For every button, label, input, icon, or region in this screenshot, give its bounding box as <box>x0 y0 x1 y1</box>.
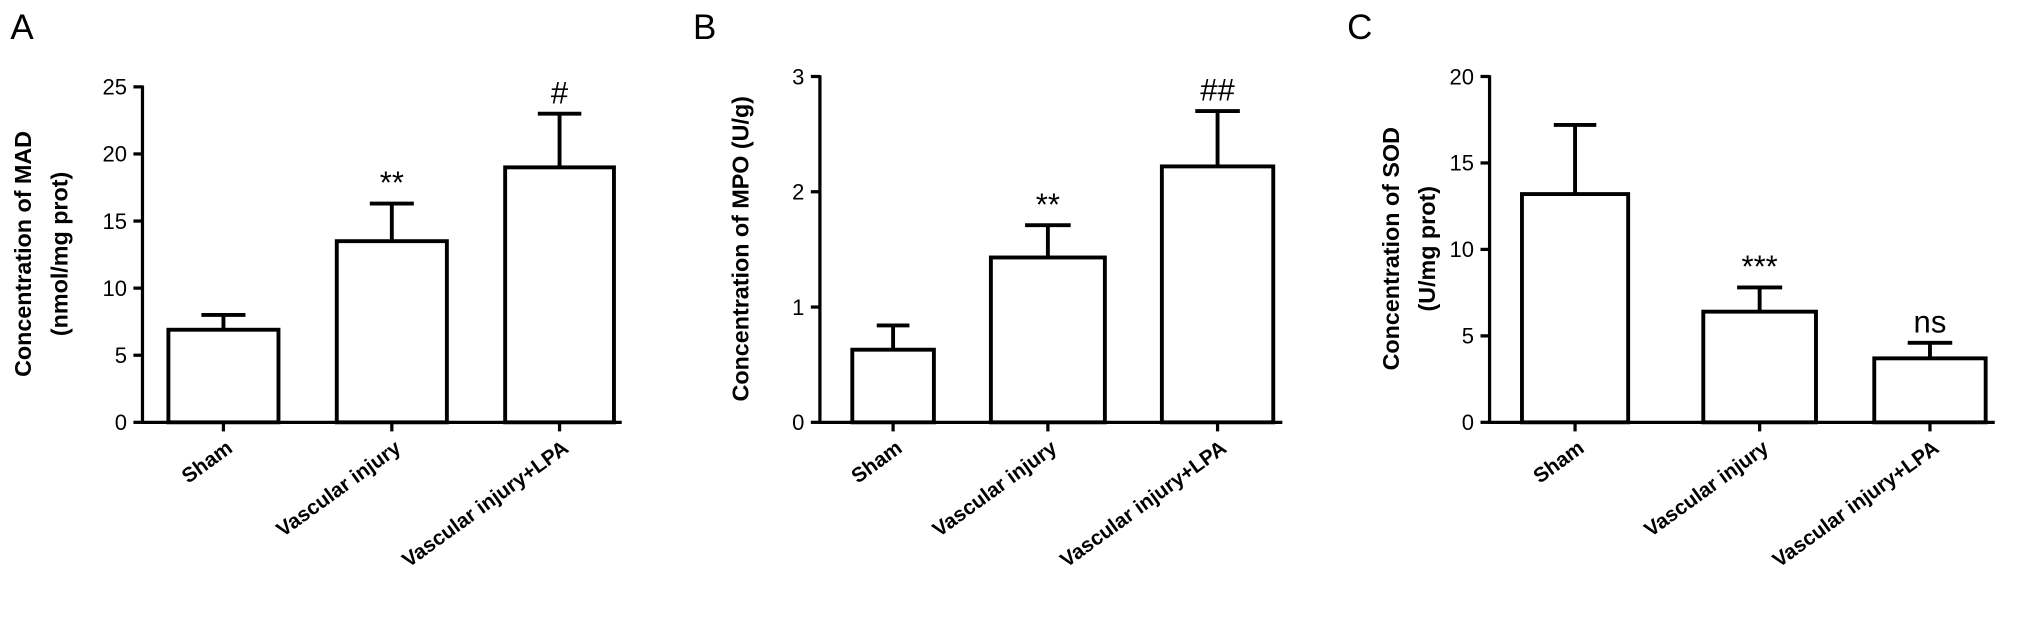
y-tick-label: 3 <box>792 64 804 89</box>
y-tick-label: 0 <box>792 410 804 435</box>
y-axis-label: Concentration of MAD <box>10 131 36 377</box>
y-axis-label: (nmol/mg prot) <box>46 172 72 336</box>
x-tick-label: Vascular injury <box>1640 436 1773 542</box>
panel-label: A <box>10 8 34 47</box>
bar <box>1701 309 1818 425</box>
x-tick-label: Vascular injury+LPA <box>398 436 573 572</box>
y-tick-label: 10 <box>102 276 126 301</box>
y-tick-label: 20 <box>102 142 126 167</box>
significance-label: ** <box>380 165 404 200</box>
y-axis-label: Concentration of SOD <box>1378 127 1404 370</box>
y-tick-label: 5 <box>1462 324 1474 349</box>
significance-label: ns <box>1914 304 1947 339</box>
y-tick-label: 2 <box>792 180 804 205</box>
bar <box>1159 164 1276 425</box>
bar <box>166 327 281 425</box>
y-tick-label: 1 <box>792 295 804 320</box>
x-tick-label: Vascular injury <box>928 436 1061 542</box>
bar <box>988 255 1107 425</box>
bar <box>1872 356 1988 425</box>
y-tick-label: 5 <box>115 343 127 368</box>
y-tick-label: 0 <box>115 410 127 435</box>
bar <box>503 165 616 425</box>
x-tick-label: Vascular injury+LPA <box>1056 436 1231 572</box>
bar <box>334 239 449 425</box>
y-axis-label: (U/mg prot) <box>1414 186 1440 312</box>
significance-label: *** <box>1741 249 1777 284</box>
y-tick-label: 25 <box>102 75 126 100</box>
y-axis-label: Concentration of MPO (U/g) <box>728 96 754 401</box>
significance-label: ** <box>1036 187 1060 222</box>
y-tick-label: 15 <box>1450 151 1474 176</box>
y-tick-label: 10 <box>1450 237 1474 262</box>
significance-label: ## <box>1200 73 1235 108</box>
panel-label: B <box>693 8 716 47</box>
x-tick-label: Sham <box>1529 436 1588 488</box>
x-tick-label: Sham <box>178 436 237 488</box>
y-tick-label: 15 <box>102 209 126 234</box>
significance-label: # <box>551 75 569 110</box>
bar <box>1520 192 1631 425</box>
panel-label: C <box>1347 8 1372 47</box>
x-tick-label: Vascular injury <box>272 436 405 542</box>
bar <box>850 347 936 425</box>
y-tick-label: 0 <box>1462 410 1474 435</box>
x-tick-label: Sham <box>847 436 906 488</box>
x-tick-label: Vascular injury+LPA <box>1768 436 1943 572</box>
y-tick-label: 20 <box>1450 64 1474 89</box>
